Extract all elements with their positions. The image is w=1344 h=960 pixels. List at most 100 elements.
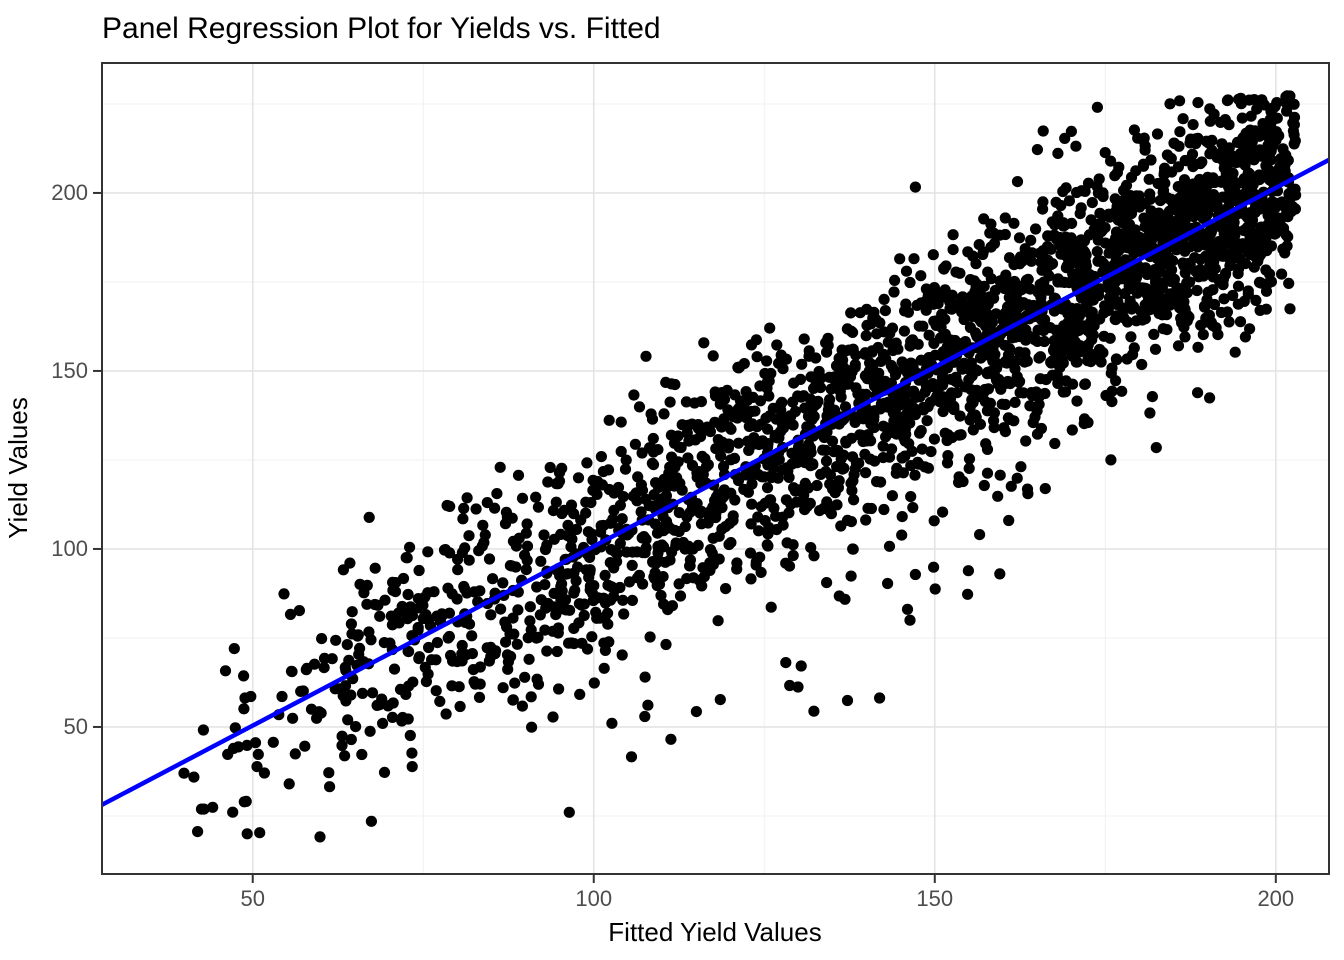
data-point	[436, 609, 448, 622]
data-point	[795, 660, 807, 672]
data-point	[1038, 258, 1050, 270]
data-point	[301, 662, 313, 675]
data-point	[1005, 278, 1017, 290]
data-point	[1164, 299, 1176, 311]
data-point	[1110, 285, 1122, 297]
data-point	[1086, 334, 1098, 346]
data-point	[287, 712, 299, 724]
data-point	[680, 396, 693, 408]
data-point	[609, 546, 621, 558]
data-point	[1179, 304, 1191, 316]
data-point	[1260, 160, 1272, 172]
data-point	[1239, 188, 1251, 200]
scatter-points	[178, 90, 1302, 843]
data-point	[249, 737, 262, 749]
data-point	[1253, 130, 1265, 142]
data-point	[387, 697, 399, 709]
data-point	[1002, 301, 1014, 313]
data-point	[713, 553, 725, 565]
data-point	[676, 484, 688, 496]
data-point	[707, 501, 719, 513]
data-point	[1109, 246, 1121, 258]
data-point	[1164, 98, 1176, 110]
data-point	[1087, 294, 1099, 306]
data-point	[931, 390, 944, 402]
data-point	[796, 358, 808, 370]
data-point	[847, 343, 859, 355]
data-point	[1244, 323, 1256, 335]
data-point	[584, 566, 596, 579]
data-point	[682, 541, 694, 553]
data-point	[1010, 355, 1022, 367]
data-point	[1165, 152, 1177, 165]
data-point	[1255, 221, 1267, 233]
data-point	[698, 337, 710, 349]
data-point	[195, 803, 208, 815]
data-point	[1287, 117, 1299, 129]
data-point	[951, 387, 963, 399]
data-point	[473, 691, 486, 704]
data-point	[947, 244, 959, 256]
data-point	[886, 443, 898, 455]
data-point	[1147, 296, 1159, 308]
data-point	[339, 750, 351, 762]
data-point	[1232, 298, 1244, 310]
data-point	[454, 700, 466, 713]
data-point	[251, 761, 263, 773]
data-point	[929, 583, 941, 595]
data-point	[258, 767, 270, 779]
data-point	[1265, 276, 1277, 288]
data-point	[899, 423, 911, 435]
data-point	[1079, 378, 1091, 390]
data-point	[1099, 147, 1111, 159]
data-point	[1005, 310, 1017, 322]
data-point	[1034, 351, 1047, 363]
data-point	[898, 325, 911, 337]
data-point	[775, 398, 787, 410]
data-point	[963, 462, 975, 474]
data-point	[1254, 203, 1266, 215]
data-point	[901, 603, 914, 615]
data-point	[1270, 126, 1282, 138]
data-point	[636, 532, 648, 544]
data-point	[314, 831, 326, 843]
data-point	[1004, 413, 1016, 425]
data-point	[733, 361, 746, 373]
data-point	[197, 724, 209, 736]
data-point	[944, 334, 956, 346]
data-point	[1184, 276, 1196, 288]
data-point	[491, 488, 503, 500]
data-point	[532, 501, 545, 513]
data-point	[1080, 264, 1092, 276]
data-point	[356, 687, 369, 700]
data-point	[936, 287, 948, 299]
y-tick-label: 50	[64, 714, 88, 739]
data-point	[1125, 331, 1137, 343]
data-point	[1150, 442, 1162, 454]
data-point	[477, 519, 489, 531]
data-point	[742, 435, 754, 447]
data-point	[1164, 274, 1176, 286]
data-point	[365, 815, 377, 827]
data-point	[227, 806, 239, 818]
data-point	[1055, 276, 1068, 288]
data-point	[721, 384, 733, 396]
data-point	[1008, 217, 1020, 229]
data-point	[1211, 200, 1223, 212]
data-point	[466, 648, 478, 660]
data-point	[336, 730, 348, 742]
data-point	[823, 504, 835, 517]
data-point	[1066, 217, 1078, 229]
data-point	[1283, 94, 1296, 106]
data-point	[919, 386, 931, 398]
data-point	[595, 526, 607, 538]
data-point	[547, 505, 560, 517]
data-point	[1211, 151, 1223, 164]
data-point	[1202, 316, 1214, 328]
data-point	[1177, 113, 1189, 125]
data-point	[1054, 362, 1066, 374]
data-point	[620, 454, 632, 466]
regression-line	[102, 157, 1329, 807]
data-point	[1254, 304, 1266, 316]
data-point	[582, 526, 595, 538]
